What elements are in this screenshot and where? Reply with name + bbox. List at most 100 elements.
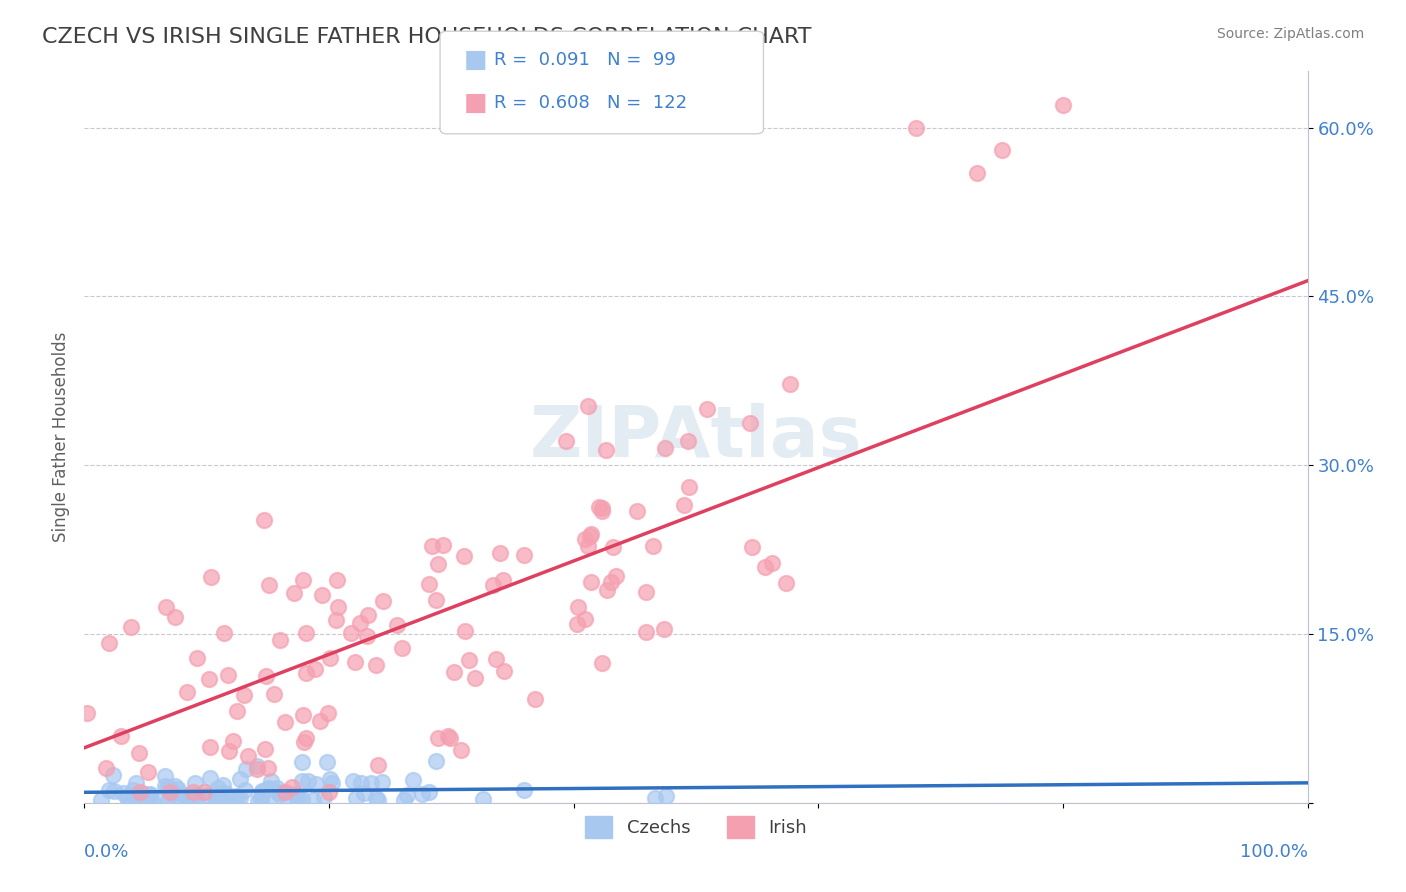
Point: [198, 740, 221, 755]
Point: [229, 790, 252, 805]
Point: [436, 729, 458, 743]
Text: ZIPAtlas: ZIPAtlas: [530, 402, 862, 472]
Point: [411, 788, 433, 802]
Point: [174, 789, 197, 803]
Point: [208, 795, 231, 809]
Point: [157, 780, 180, 795]
Point: [103, 783, 125, 797]
Point: [696, 401, 718, 416]
Point: [626, 503, 648, 517]
Point: [472, 792, 495, 806]
Point: [425, 592, 447, 607]
Point: [360, 775, 382, 789]
Point: [426, 731, 449, 745]
Point: [136, 765, 159, 780]
Point: [581, 527, 603, 541]
Point: [184, 788, 207, 802]
Text: 100.0%: 100.0%: [1240, 843, 1308, 861]
Point: [761, 556, 783, 570]
Point: [217, 788, 239, 802]
Point: [371, 594, 394, 608]
Text: ■: ■: [464, 48, 488, 71]
Point: [193, 784, 215, 798]
Point: [567, 600, 589, 615]
Point: [162, 786, 184, 800]
Point: [274, 789, 297, 804]
Point: [254, 669, 277, 683]
Point: [180, 791, 202, 805]
Y-axis label: Single Father Households: Single Father Households: [52, 332, 70, 542]
Point: [134, 792, 156, 806]
Point: [274, 714, 297, 729]
Point: [576, 399, 599, 413]
Point: [90, 793, 112, 807]
Point: [394, 793, 416, 807]
Point: [117, 789, 139, 803]
Point: [204, 791, 226, 805]
Point: [204, 787, 226, 801]
Point: [678, 480, 700, 494]
Point: [391, 641, 413, 656]
Point: [101, 767, 124, 781]
Point: [385, 618, 408, 632]
Point: [595, 442, 617, 457]
Point: [654, 789, 676, 804]
Point: [250, 785, 273, 799]
Point: [166, 791, 188, 805]
Point: [492, 664, 515, 678]
Point: [270, 786, 292, 800]
Point: [250, 784, 273, 798]
Point: [150, 792, 173, 806]
Point: [291, 791, 314, 805]
Point: [263, 688, 285, 702]
Point: [342, 773, 364, 788]
Point: [153, 779, 176, 793]
Point: [453, 549, 475, 564]
Point: [139, 789, 162, 803]
Point: [155, 600, 177, 615]
Point: [418, 785, 440, 799]
Point: [644, 791, 666, 805]
Point: [291, 774, 314, 789]
Point: [588, 500, 610, 515]
Point: [235, 762, 257, 776]
Point: [523, 691, 546, 706]
Point: [266, 781, 288, 796]
Point: [581, 574, 603, 589]
Point: [319, 651, 342, 665]
Point: [246, 762, 269, 776]
Point: [155, 781, 177, 796]
Point: [966, 166, 988, 180]
Point: [195, 788, 218, 802]
Point: [641, 539, 664, 553]
Point: [574, 612, 596, 626]
Point: [439, 731, 461, 745]
Point: [165, 786, 187, 800]
Point: [225, 789, 247, 803]
Point: [207, 781, 229, 796]
Point: [340, 625, 363, 640]
Point: [269, 786, 291, 800]
Point: [186, 791, 208, 805]
Point: [121, 783, 143, 797]
Point: [76, 706, 98, 721]
Point: [636, 624, 658, 639]
Point: [450, 743, 472, 757]
Point: [302, 793, 325, 807]
Point: [779, 377, 801, 392]
Point: [457, 653, 479, 667]
Point: [454, 624, 477, 638]
Point: [297, 774, 319, 789]
Point: [513, 783, 536, 797]
Point: [492, 573, 515, 587]
Point: [356, 608, 378, 623]
Point: [287, 789, 309, 804]
Point: [427, 557, 450, 571]
Point: [576, 539, 599, 553]
Point: [233, 783, 256, 797]
Point: [481, 578, 503, 592]
Point: [738, 417, 761, 431]
Point: [284, 788, 307, 802]
Point: [292, 573, 315, 587]
Point: [325, 613, 347, 627]
